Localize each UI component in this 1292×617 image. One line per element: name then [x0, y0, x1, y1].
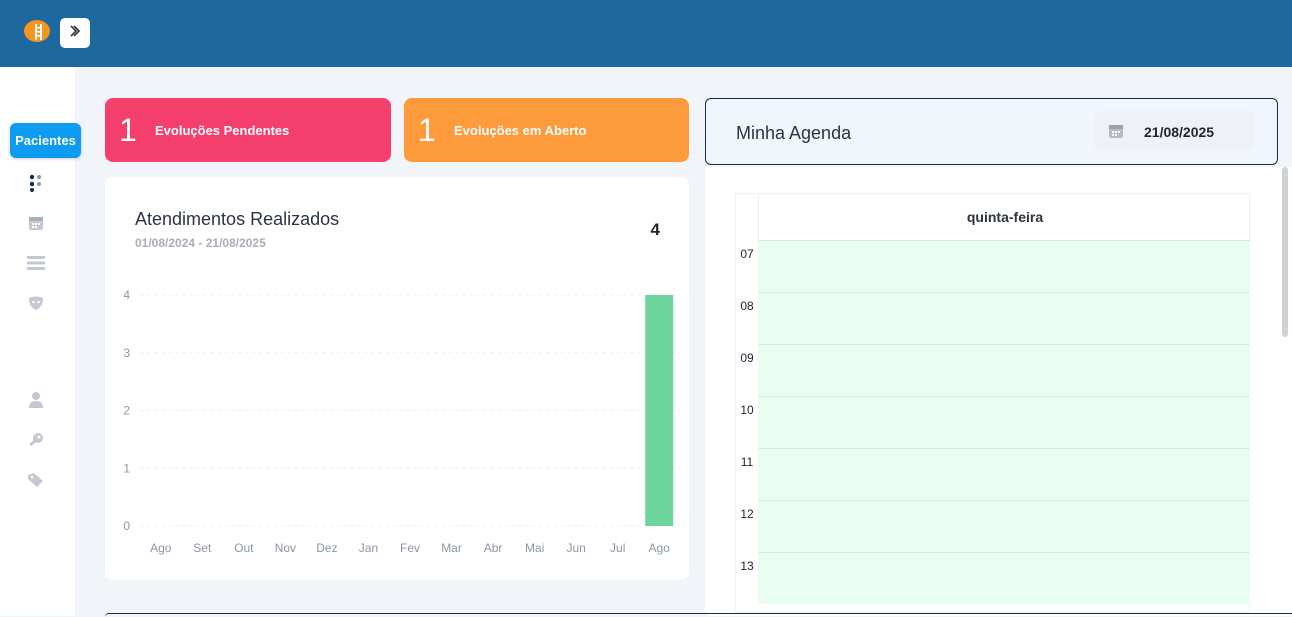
time-slot[interactable]: [758, 292, 1250, 344]
attendances-chart: 0 1 2 3 4 Ago Set Out Nov Dez Jan Fev Mar Abr Mai Jun Ju…: [123, 288, 680, 555]
x-tick-label: Set: [193, 541, 212, 555]
y-tick-label: 4: [123, 288, 130, 302]
pending-evolutions-count: 1: [119, 111, 137, 148]
x-tick-label: Jun: [566, 541, 585, 555]
x-tick-label: Nov: [275, 541, 296, 555]
time-slot[interactable]: [758, 396, 1250, 448]
y-tick-label: 0: [123, 519, 130, 533]
hour-label: 11: [740, 455, 754, 469]
sidebar: Pacientes: [0, 67, 81, 616]
attendances-panel: Atendimentos Realizados 01/08/2024 - 21/…: [105, 177, 689, 580]
x-tick-label: Ago: [649, 541, 671, 555]
x-tick-label: Jan: [359, 541, 378, 555]
agenda-header: Minha Agenda 21/08/2025: [705, 98, 1278, 165]
x-tick-label: Dez: [316, 541, 337, 555]
open-evolutions-card[interactable]: 1 Evoluções em Aberto: [404, 98, 689, 162]
x-tick-label: Fev: [400, 541, 420, 555]
tag-icon[interactable]: [26, 470, 46, 490]
chart-bar[interactable]: [645, 295, 674, 526]
attendances-date-range: 01/08/2024 - 21/08/2025: [135, 236, 266, 250]
bottom-panel-edge: [105, 613, 1292, 617]
calendar-icon[interactable]: [26, 213, 46, 233]
attendances-total: 4: [650, 220, 660, 239]
sidebar-toggle-button[interactable]: [60, 18, 90, 48]
y-tick-label: 2: [123, 404, 130, 418]
hour-label: 13: [740, 559, 754, 573]
chevron-right-icon: [68, 24, 82, 43]
time-slot[interactable]: [758, 500, 1250, 552]
open-evolutions-label: Evoluções em Aberto: [454, 122, 587, 138]
time-slot[interactable]: [758, 344, 1250, 396]
hour-label: 09: [740, 351, 754, 365]
agenda-date-value: 21/08/2025: [1144, 124, 1215, 140]
agenda-date-picker[interactable]: 21/08/2025: [1094, 111, 1254, 151]
top-bar: [0, 0, 1292, 67]
hour-label: 10: [740, 403, 754, 417]
y-tick-label: 3: [123, 346, 130, 360]
calendar-icon: [1108, 123, 1124, 144]
agenda-body: quinta-feira 07 08 09 10 11 12 13: [705, 167, 1292, 616]
time-slot[interactable]: [758, 240, 1250, 292]
hour-label: 07: [740, 247, 754, 261]
hour-label: 08: [740, 299, 754, 313]
agenda-scrollbar[interactable]: [1282, 167, 1288, 337]
time-slot[interactable]: [758, 448, 1250, 500]
x-tick-label: Out: [234, 541, 254, 555]
y-tick-label: 1: [123, 461, 130, 475]
key-icon[interactable]: [26, 430, 46, 450]
pending-evolutions-label: Evoluções Pendentes: [155, 122, 290, 138]
list-icon[interactable]: [26, 253, 46, 273]
brain-ladder-logo-icon[interactable]: [22, 18, 52, 46]
time-slot[interactable]: [758, 552, 1250, 604]
agenda-title: Minha Agenda: [736, 123, 852, 143]
x-tick-label: Ago: [150, 541, 172, 555]
user-icon[interactable]: [26, 390, 46, 410]
x-tick-label: Jul: [610, 541, 625, 555]
hour-label: 12: [740, 507, 754, 521]
patients-icon[interactable]: [26, 173, 46, 193]
x-tick-label: Mar: [441, 541, 462, 555]
attendances-title: Atendimentos Realizados: [135, 209, 340, 229]
mask-icon[interactable]: [26, 293, 46, 313]
pending-evolutions-card[interactable]: 1 Evoluções Pendentes: [105, 98, 391, 162]
open-evolutions-count: 1: [418, 111, 436, 148]
sidebar-item-pacientes[interactable]: Pacientes: [10, 123, 81, 158]
calendar-day-header: quinta-feira: [758, 194, 1251, 241]
agenda-calendar: quinta-feira 07 08 09 10 11 12 13: [735, 193, 1251, 613]
x-tick-label: Mai: [525, 541, 544, 555]
x-tick-label: Abr: [484, 541, 503, 555]
